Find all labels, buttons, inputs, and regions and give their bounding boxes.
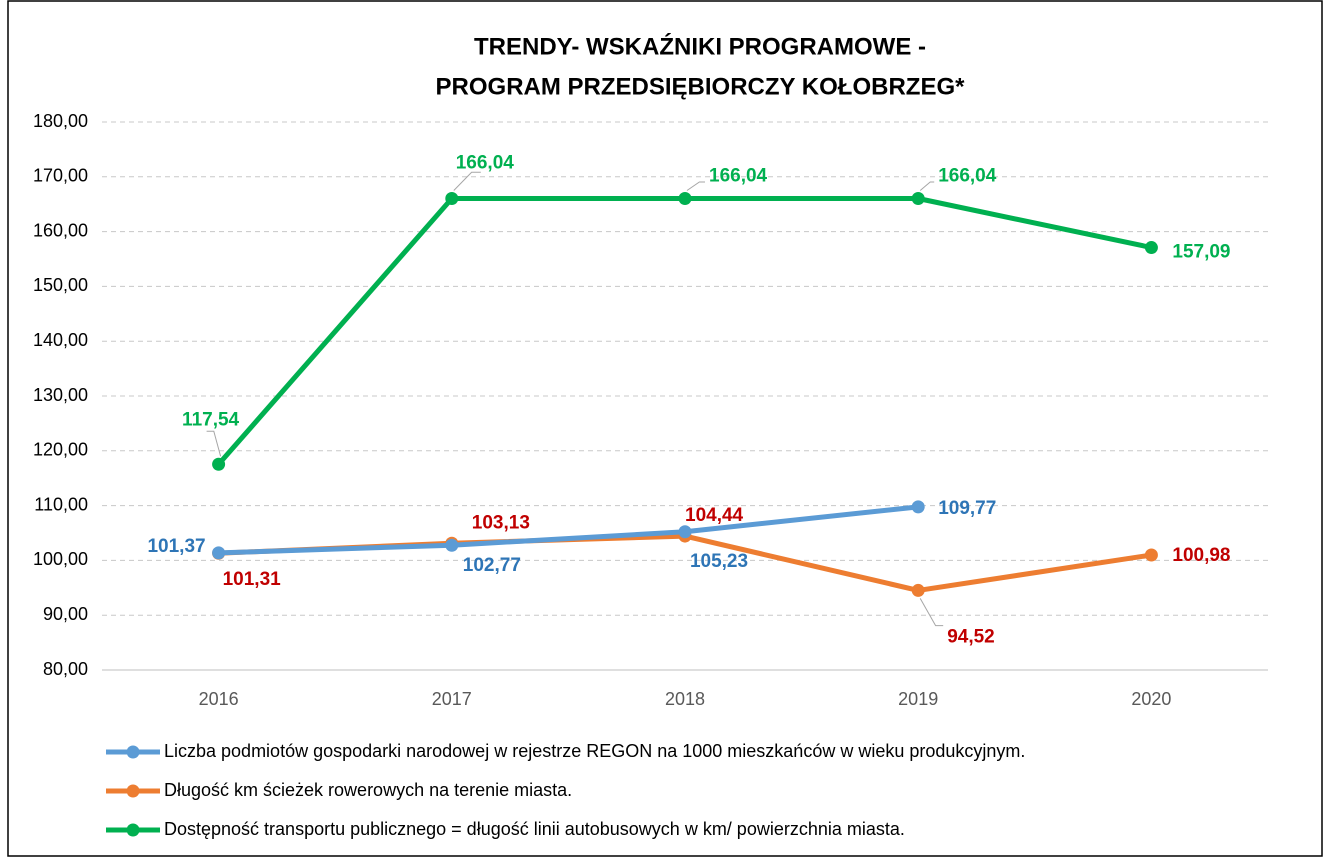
data-point — [1144, 548, 1158, 562]
data-label: 104,44 — [685, 505, 744, 526]
legend-label: Długość km ścieżek rowerowych na terenie… — [164, 780, 572, 800]
data-point — [911, 583, 925, 597]
x-tick-label: 2018 — [665, 689, 705, 709]
y-tick-label: 150,00 — [33, 275, 88, 295]
data-point — [212, 546, 226, 560]
data-point — [678, 192, 692, 206]
legend-label: Liczba podmiotów gospodarki narodowej w … — [164, 741, 1025, 761]
data-label: 94,52 — [947, 626, 995, 647]
data-label: 117,54 — [182, 409, 239, 430]
y-tick-label: 140,00 — [33, 330, 88, 350]
data-point — [911, 500, 925, 514]
leader-line — [206, 430, 222, 457]
x-tick-label: 2017 — [432, 689, 472, 709]
y-tick-label: 90,00 — [43, 604, 88, 624]
y-tick-label: 180,00 — [33, 111, 88, 131]
y-tick-label: 130,00 — [33, 385, 88, 405]
data-point — [445, 192, 459, 206]
data-label: 100,98 — [1172, 545, 1230, 566]
chart-title: PROGRAM PRZEDSIĘBIORCZY KOŁOBRZEG* — [436, 73, 966, 100]
data-label: 102,77 — [463, 555, 521, 576]
data-label: 101,37 — [147, 536, 205, 557]
y-tick-label: 170,00 — [33, 166, 88, 186]
y-tick-label: 80,00 — [43, 659, 88, 679]
x-tick-label: 2019 — [898, 689, 938, 709]
chart-border — [7, 0, 1323, 857]
y-tick-label: 120,00 — [33, 440, 88, 460]
data-label: 157,09 — [1172, 242, 1230, 263]
y-tick-label: 110,00 — [34, 494, 88, 514]
leader-line — [453, 171, 481, 191]
data-label: 101,31 — [223, 569, 282, 590]
data-point — [678, 525, 692, 539]
leader-line — [919, 598, 944, 627]
series-line — [218, 504, 919, 556]
data-point — [212, 457, 226, 471]
y-tick-label: 160,00 — [33, 220, 88, 240]
data-point — [1144, 241, 1158, 255]
legend-label: Dostępność transportu publicznego = dług… — [164, 819, 905, 839]
data-label: 166,04 — [709, 166, 768, 187]
x-tick-label: 2020 — [1131, 689, 1171, 709]
legend-marker — [126, 784, 140, 798]
leader-line — [686, 181, 705, 191]
data-label: 103,13 — [472, 512, 530, 533]
data-point — [445, 538, 459, 552]
y-tick-label: 100,00 — [33, 549, 88, 569]
leader-line — [919, 181, 935, 191]
data-label: 166,04 — [938, 166, 997, 187]
data-label: 166,04 — [456, 153, 515, 174]
chart-title: TRENDY- WSKAŹNIKI PROGRAMOWE - — [474, 32, 926, 60]
x-tick-label: 2016 — [199, 689, 239, 709]
data-point — [911, 192, 925, 206]
data-label: 105,23 — [690, 551, 748, 572]
legend-marker — [126, 745, 140, 759]
legend-marker — [126, 823, 140, 837]
data-label: 109,77 — [938, 498, 996, 519]
